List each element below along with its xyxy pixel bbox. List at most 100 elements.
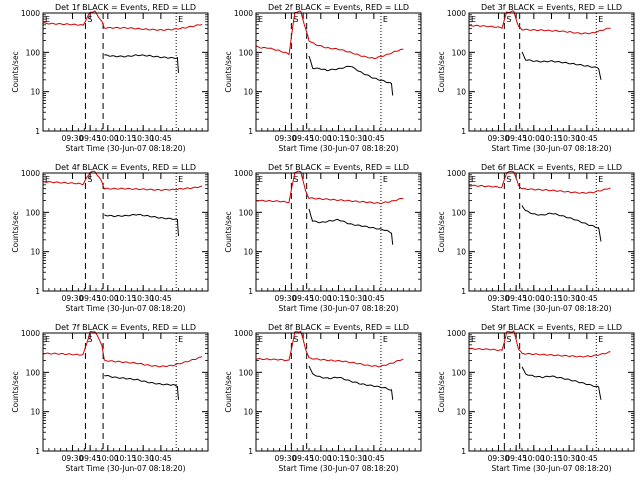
marker-label: S <box>506 15 511 24</box>
marker-label: E <box>258 175 263 184</box>
x-tick-label: 09:45 <box>79 294 101 303</box>
y-tick-label: 1000 <box>21 9 40 18</box>
y-tick-label: 1000 <box>234 329 253 338</box>
y-tick-label: 1 <box>35 127 40 136</box>
x-tick-label: 10:00 <box>310 134 332 143</box>
y-tick-label: 10 <box>243 88 253 97</box>
x-tick-label: 10:45 <box>576 454 598 463</box>
panel-det-4f: Det 4f BLACK = Events, RED = LLD Counts/s… <box>11 163 209 313</box>
x-tick-label: 10:15 <box>328 134 350 143</box>
panel-det-9f: Det 9f BLACK = Events, RED = LLD Counts/s… <box>437 323 635 473</box>
marker-label: E <box>45 15 50 24</box>
y-tick-label: 100 <box>239 368 254 377</box>
marker-label: E <box>471 15 476 24</box>
series-lld-line <box>468 330 611 358</box>
y-tick-label: 1 <box>248 127 253 136</box>
series-lld-line <box>42 170 203 191</box>
y-tick-label: 10 <box>30 248 40 257</box>
x-axis-label: Start Time (30-Jun-07 08:18:20) <box>492 144 612 153</box>
y-tick-label: 1 <box>35 287 40 296</box>
y-tick-label: 10 <box>456 408 466 417</box>
y-tick-label: 100 <box>26 208 41 217</box>
y-tick-label: 100 <box>239 208 254 217</box>
x-tick-label: 09:30 <box>275 454 297 463</box>
y-axis-label: Counts/sec <box>437 371 446 412</box>
x-axis-label: Start Time (30-Jun-07 08:18:20) <box>492 464 612 473</box>
panel-title: Det 4f BLACK = Events, RED = LLD <box>55 163 196 172</box>
x-tick-label: 10:15 <box>541 294 563 303</box>
panel-det-7f: Det 7f BLACK = Events, RED = LLD Counts/s… <box>11 323 209 473</box>
x-tick-label: 10:30 <box>558 294 580 303</box>
x-tick-label: 10:00 <box>97 134 119 143</box>
x-tick-label: 10:00 <box>97 294 119 303</box>
x-tick-label: 10:30 <box>345 134 367 143</box>
plot-frame <box>42 12 209 132</box>
marker-label: S <box>293 175 298 184</box>
panel-title: Det 3f BLACK = Events, RED = LLD <box>481 3 622 12</box>
y-axis-label: Counts/sec <box>437 51 446 92</box>
x-tick-label: 10:30 <box>132 454 154 463</box>
x-tick-label: 10:30 <box>132 134 154 143</box>
series-events-line <box>104 54 179 73</box>
marker-label: S <box>87 335 92 344</box>
series-lld-line <box>42 10 203 31</box>
y-tick-label: 1000 <box>21 169 40 178</box>
y-tick-label: 1000 <box>21 329 40 338</box>
x-tick-label: 09:30 <box>488 454 510 463</box>
x-tick-label: 10:15 <box>328 294 350 303</box>
x-tick-label: 09:30 <box>488 134 510 143</box>
x-tick-label: 10:45 <box>363 134 385 143</box>
x-tick-label: 10:45 <box>363 454 385 463</box>
y-tick-label: 1 <box>248 447 253 456</box>
x-tick-label: 10:45 <box>150 454 172 463</box>
x-tick-label: 10:45 <box>576 294 598 303</box>
series-events-line <box>521 366 602 400</box>
x-tick-label: 10:45 <box>576 134 598 143</box>
panel-title: Det 5f BLACK = Events, RED = LLD <box>268 163 409 172</box>
x-tick-label: 10:00 <box>523 134 545 143</box>
y-tick-label: 100 <box>452 368 467 377</box>
x-axis-label: Start Time (30-Jun-07 08:18:20) <box>492 304 612 313</box>
y-axis-label: Counts/sec <box>224 371 233 412</box>
plot-frame <box>255 172 422 292</box>
plot-frame <box>42 332 209 452</box>
panel-title: Det 8f BLACK = Events, RED = LLD <box>268 323 409 332</box>
series-lld-line <box>255 330 404 368</box>
x-axis-label: Start Time (30-Jun-07 08:18:20) <box>279 464 399 473</box>
x-tick-label: 09:45 <box>505 454 527 463</box>
series-lld-line <box>468 10 611 35</box>
x-tick-label: 09:30 <box>488 294 510 303</box>
y-tick-label: 10 <box>30 88 40 97</box>
x-tick-label: 10:15 <box>115 134 137 143</box>
series-events-line <box>521 205 602 242</box>
y-axis-label: Counts/sec <box>11 211 20 252</box>
y-tick-label: 10 <box>456 248 466 257</box>
x-tick-label: 10:30 <box>345 294 367 303</box>
marker-label: E <box>258 15 263 24</box>
x-tick-label: 09:30 <box>62 294 84 303</box>
x-tick-label: 10:45 <box>363 294 385 303</box>
x-tick-label: 10:00 <box>310 294 332 303</box>
series-lld-line <box>256 10 404 59</box>
x-tick-label: 09:30 <box>275 294 297 303</box>
y-axis-label: Counts/sec <box>224 211 233 252</box>
x-tick-label: 10:30 <box>558 134 580 143</box>
x-tick-label: 10:15 <box>115 294 137 303</box>
marker-label: E <box>598 15 603 24</box>
x-axis-label: Start Time (30-Jun-07 08:18:20) <box>279 144 399 153</box>
series-events-line <box>308 55 394 96</box>
x-tick-label: 10:00 <box>523 454 545 463</box>
panel-det-3f: Det 3f BLACK = Events, RED = LLD Counts/s… <box>437 3 635 153</box>
x-tick-label: 10:15 <box>115 454 137 463</box>
series-events-line <box>308 365 394 400</box>
y-axis-label: Counts/sec <box>224 51 233 92</box>
x-tick-label: 10:00 <box>310 454 332 463</box>
plot-frame <box>468 172 635 292</box>
series-lld-line <box>468 170 611 194</box>
y-tick-label: 1 <box>461 447 466 456</box>
y-tick-label: 10 <box>30 408 40 417</box>
y-tick-label: 1 <box>35 447 40 456</box>
series-lld-line <box>43 331 203 368</box>
y-tick-label: 100 <box>452 208 467 217</box>
